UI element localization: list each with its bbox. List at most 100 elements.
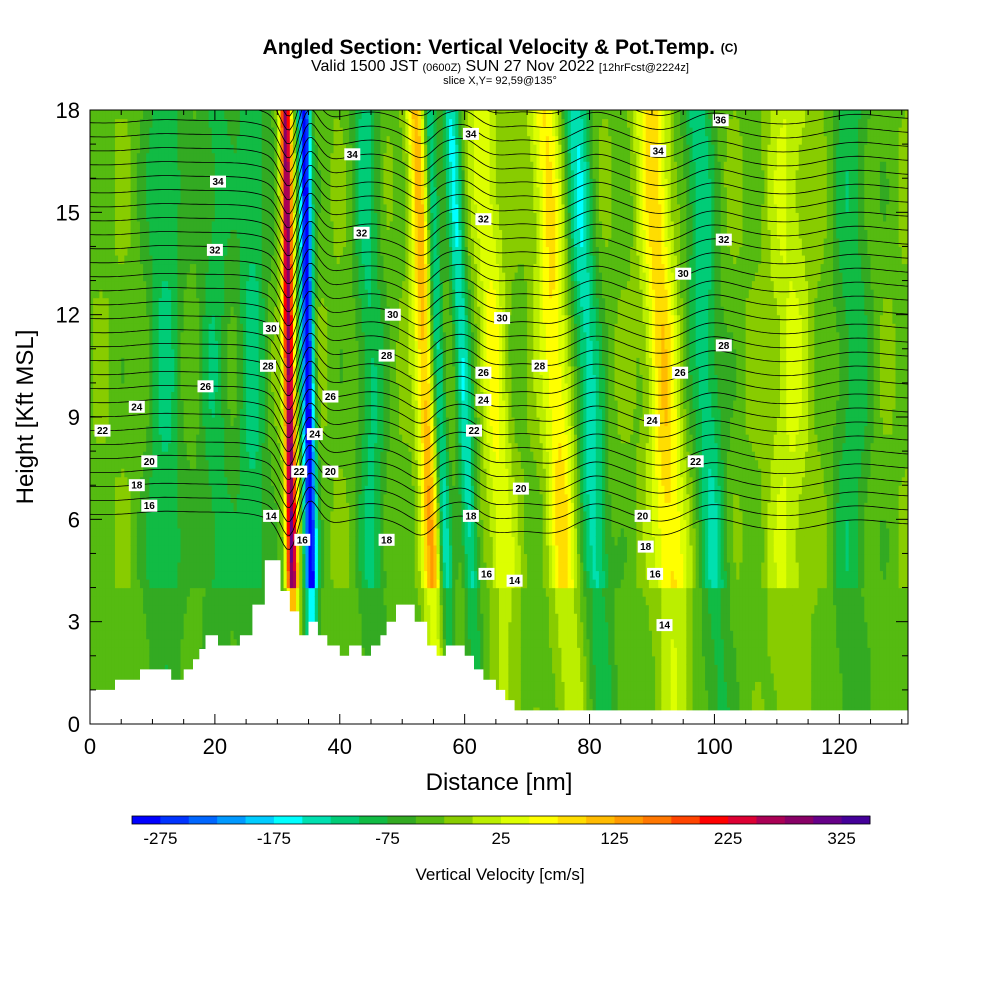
velocity-cell bbox=[168, 374, 172, 384]
velocity-cell bbox=[255, 272, 260, 282]
velocity-cell bbox=[236, 280, 241, 290]
velocity-cell bbox=[121, 314, 125, 324]
velocity-cell bbox=[171, 314, 175, 324]
velocity-cell bbox=[214, 630, 219, 640]
velocity-cell bbox=[158, 331, 163, 341]
velocity-cell bbox=[99, 169, 104, 179]
velocity-cell bbox=[283, 246, 288, 256]
velocity-cell bbox=[218, 434, 222, 444]
velocity-cell bbox=[127, 135, 132, 145]
velocity-cell bbox=[196, 596, 200, 606]
velocity-cell bbox=[218, 604, 222, 614]
velocity-cell bbox=[143, 468, 147, 478]
velocity-cell bbox=[302, 502, 307, 512]
velocity-cell bbox=[121, 655, 125, 665]
velocity-cell bbox=[177, 220, 182, 230]
velocity-cell bbox=[230, 297, 235, 307]
velocity-cell bbox=[143, 536, 147, 546]
velocity-cell bbox=[252, 254, 257, 265]
velocity-cell bbox=[255, 442, 260, 452]
velocity-cell bbox=[196, 519, 200, 529]
velocity-cell bbox=[296, 485, 300, 495]
velocity-cell bbox=[239, 161, 244, 171]
velocity-cell bbox=[118, 135, 122, 145]
velocity-cell bbox=[161, 519, 166, 529]
velocity-cell bbox=[111, 340, 116, 350]
velocity-cell bbox=[121, 152, 125, 162]
velocity-cell bbox=[90, 374, 94, 384]
velocity-cell bbox=[214, 127, 219, 137]
velocity-cell bbox=[252, 229, 257, 239]
velocity-cell bbox=[277, 144, 282, 154]
velocity-cell bbox=[130, 655, 135, 665]
velocity-cell bbox=[302, 630, 307, 640]
velocity-cell bbox=[161, 246, 166, 256]
velocity-cell bbox=[114, 493, 119, 503]
velocity-cell bbox=[164, 110, 169, 120]
velocity-cell bbox=[277, 110, 282, 120]
velocity-cell bbox=[252, 340, 257, 350]
velocity-cell bbox=[271, 178, 275, 188]
velocity-cell bbox=[208, 519, 213, 529]
velocity-cell bbox=[158, 323, 163, 333]
velocity-cell bbox=[249, 195, 253, 205]
velocity-cell bbox=[214, 425, 219, 435]
velocity-cell bbox=[93, 672, 97, 682]
velocity-cell bbox=[186, 357, 191, 367]
velocity-cell bbox=[171, 289, 175, 299]
velocity-cell bbox=[208, 323, 213, 333]
velocity-cell bbox=[177, 493, 182, 503]
velocity-cell bbox=[130, 570, 135, 580]
velocity-cell bbox=[143, 280, 147, 290]
velocity-cell bbox=[189, 127, 194, 137]
velocity-cell bbox=[114, 587, 119, 597]
velocity-cell bbox=[242, 493, 247, 503]
velocity-cell bbox=[299, 451, 303, 461]
velocity-cell bbox=[96, 374, 100, 384]
velocity-cell bbox=[143, 510, 147, 520]
velocity-cell bbox=[283, 391, 288, 401]
velocity-cell bbox=[114, 297, 119, 307]
velocity-cell bbox=[146, 246, 150, 256]
velocity-cell bbox=[102, 544, 107, 555]
velocity-cell bbox=[242, 161, 247, 171]
velocity-cell bbox=[149, 510, 154, 520]
velocity-cell bbox=[299, 613, 303, 623]
velocity-cell bbox=[283, 365, 288, 375]
velocity-cell bbox=[158, 297, 163, 307]
velocity-cell bbox=[246, 144, 250, 154]
velocity-cell bbox=[236, 408, 241, 418]
velocity-cell bbox=[118, 476, 122, 486]
velocity-cell bbox=[227, 229, 232, 239]
velocity-cell bbox=[143, 630, 147, 640]
velocity-cell bbox=[189, 408, 194, 418]
velocity-cell bbox=[211, 186, 216, 196]
velocity-cell bbox=[161, 314, 166, 324]
velocity-cell bbox=[264, 135, 269, 145]
velocity-cell bbox=[224, 195, 228, 205]
velocity-cell bbox=[96, 314, 100, 324]
velocity-cell bbox=[105, 169, 110, 179]
velocity-cell bbox=[124, 272, 129, 282]
velocity-cell bbox=[218, 348, 222, 358]
velocity-cell bbox=[183, 152, 188, 162]
velocity-cell bbox=[136, 348, 141, 358]
velocity-cell bbox=[221, 519, 225, 529]
velocity-cell bbox=[168, 263, 172, 273]
velocity-cell bbox=[224, 118, 228, 128]
velocity-cell bbox=[205, 178, 210, 188]
velocity-cell bbox=[286, 314, 291, 324]
velocity-cell bbox=[227, 613, 232, 623]
velocity-cell bbox=[221, 468, 225, 478]
velocity-cell bbox=[189, 476, 194, 486]
velocity-cell bbox=[227, 442, 232, 452]
velocity-cell bbox=[221, 570, 225, 580]
velocity-cell bbox=[249, 340, 253, 350]
velocity-cell bbox=[196, 254, 200, 265]
velocity-cell bbox=[196, 237, 200, 248]
velocity-cell bbox=[99, 203, 104, 213]
velocity-cell bbox=[221, 604, 225, 614]
velocity-cell bbox=[186, 229, 191, 239]
velocity-cell bbox=[168, 118, 172, 128]
velocity-cell bbox=[186, 203, 191, 213]
